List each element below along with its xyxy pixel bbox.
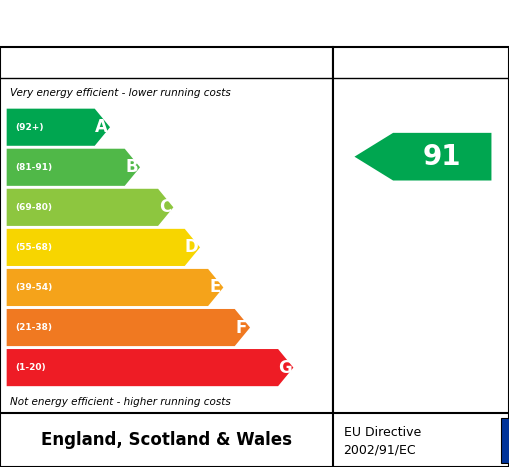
Text: F: F	[236, 318, 247, 337]
Text: Energy Efficiency Rating: Energy Efficiency Rating	[15, 14, 322, 33]
Polygon shape	[7, 189, 174, 226]
Text: G: G	[278, 359, 292, 376]
Text: 91: 91	[423, 143, 462, 170]
Text: (69-80): (69-80)	[15, 203, 52, 212]
Text: (55-68): (55-68)	[15, 243, 52, 252]
Text: C: C	[159, 198, 171, 216]
Text: EU Directive: EU Directive	[344, 425, 421, 439]
Polygon shape	[7, 109, 110, 146]
Polygon shape	[7, 269, 223, 306]
Text: 2002/91/EC: 2002/91/EC	[344, 443, 416, 456]
Text: (92+): (92+)	[15, 123, 43, 132]
Text: (39-54): (39-54)	[15, 283, 52, 292]
Text: Very energy efficient - lower running costs: Very energy efficient - lower running co…	[10, 87, 231, 98]
Text: England, Scotland & Wales: England, Scotland & Wales	[41, 431, 292, 449]
Text: Not energy efficient - higher running costs: Not energy efficient - higher running co…	[10, 397, 231, 407]
Text: B: B	[125, 158, 138, 176]
Polygon shape	[7, 309, 250, 346]
Text: (81-91): (81-91)	[15, 163, 52, 172]
Polygon shape	[7, 229, 200, 266]
Text: D: D	[185, 239, 199, 256]
Polygon shape	[7, 149, 140, 186]
Text: (1-20): (1-20)	[15, 363, 46, 372]
Bar	[501, 417, 509, 463]
Text: E: E	[209, 278, 220, 297]
Text: A: A	[95, 118, 108, 136]
Polygon shape	[7, 349, 293, 386]
Text: (21-38): (21-38)	[15, 323, 52, 332]
Polygon shape	[354, 133, 491, 181]
